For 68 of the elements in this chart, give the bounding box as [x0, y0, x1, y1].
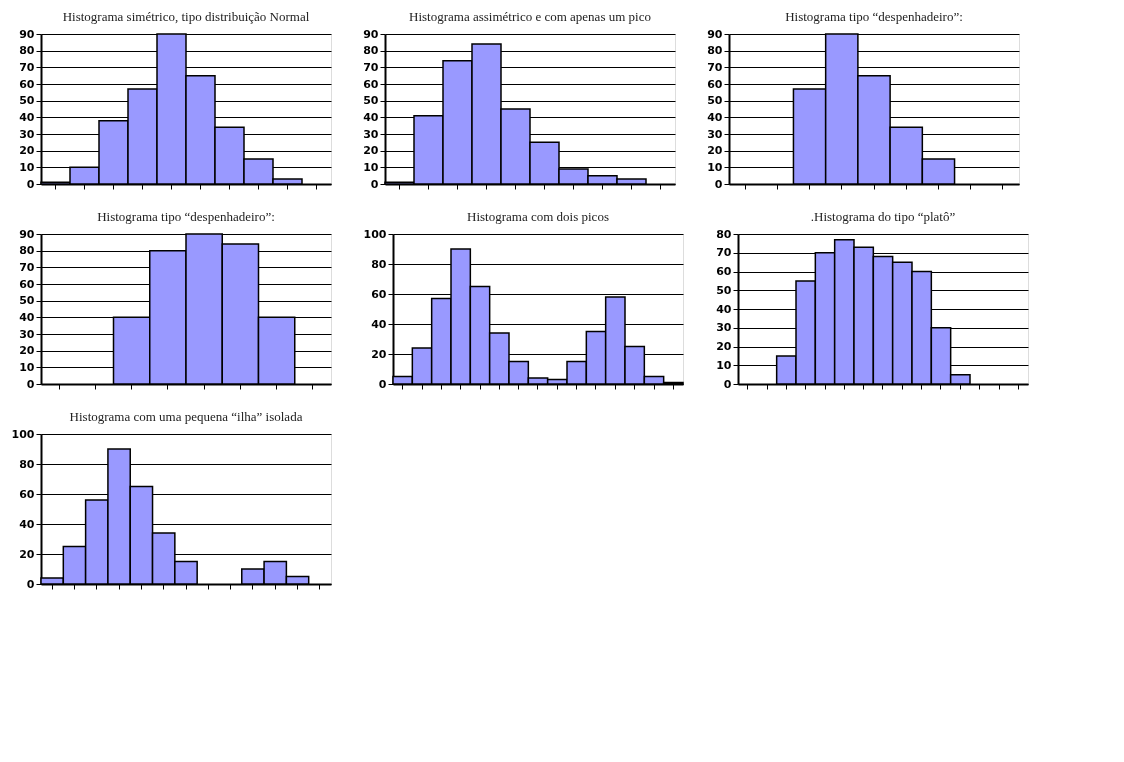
- chart-title: Histograma com dois picos: [467, 209, 609, 224]
- y-tick-label: 50: [707, 94, 723, 108]
- y-tick-label: 30: [19, 127, 35, 141]
- y-tick-label: 0: [26, 577, 35, 591]
- y-tick-label: 0: [26, 377, 35, 391]
- y-tick-label: 0: [723, 377, 732, 391]
- y-tick-label: 40: [19, 110, 35, 124]
- chart-title: .Histograma do tipo “platô”: [810, 209, 956, 224]
- y-tick-label: 40: [716, 302, 732, 316]
- y-tick-label: 40: [19, 517, 35, 531]
- y-tick-label: 50: [363, 94, 379, 108]
- y-tick-label: 30: [19, 327, 35, 341]
- y-tick-label: 50: [19, 94, 35, 108]
- y-tick-label: 30: [707, 127, 723, 141]
- y-tick-label: 60: [716, 265, 732, 278]
- y-tick-label: 20: [716, 340, 732, 353]
- y-tick-label: 70: [716, 246, 732, 260]
- y-tick-label: 20: [371, 347, 387, 361]
- y-tick-label: 40: [707, 110, 723, 124]
- y-tick-label: 60: [707, 77, 723, 91]
- y-tick-label: 40: [371, 317, 387, 331]
- y-tick-label: 80: [19, 44, 35, 58]
- y-tick-label: 70: [707, 60, 723, 74]
- y-tick-label: 0: [26, 177, 35, 191]
- y-tick-label: 80: [19, 457, 35, 471]
- y-tick-label: 60: [371, 287, 387, 301]
- y-tick-label: 50: [19, 294, 35, 308]
- y-tick-label: 40: [19, 310, 35, 324]
- y-tick-label: 0: [714, 177, 723, 191]
- y-tick-label: 80: [371, 257, 387, 271]
- y-tick-label: 90: [363, 27, 379, 41]
- y-tick-label: 10: [363, 160, 379, 174]
- y-tick-label: 80: [716, 227, 732, 241]
- y-tick-label: 100: [11, 427, 35, 441]
- y-tick-label: 10: [716, 358, 732, 372]
- y-tick-label: 80: [707, 44, 723, 58]
- chart-title: Histograma tipo “despenhadeiro”:: [97, 209, 275, 224]
- y-tick-label: 60: [19, 77, 35, 91]
- y-tick-label: 20: [19, 344, 35, 358]
- y-tick-label: 10: [707, 160, 723, 174]
- y-tick-label: 10: [19, 160, 35, 174]
- y-tick-label: 50: [716, 283, 732, 297]
- y-tick-label: 100: [363, 227, 387, 241]
- y-tick-label: 40: [363, 110, 379, 124]
- chart-title: Histograma tipo “despenhadeiro”:: [785, 9, 963, 24]
- y-tick-label: 0: [378, 377, 387, 391]
- y-tick-label: 60: [19, 277, 35, 291]
- y-tick-label: 90: [19, 27, 35, 41]
- y-tick-label: 80: [363, 44, 379, 58]
- y-tick-label: 30: [363, 127, 379, 141]
- chart-title: Histograma com uma pequena “ilha” isolada: [69, 409, 303, 424]
- y-tick-label: 10: [19, 360, 35, 374]
- y-tick-label: 60: [363, 77, 379, 91]
- y-tick-label: 70: [19, 60, 35, 74]
- chart-title: Histograma assimétrico e com apenas um pico: [409, 9, 651, 24]
- y-tick-label: 20: [707, 144, 723, 158]
- y-tick-label: 20: [19, 547, 35, 561]
- y-tick-label: 90: [19, 227, 35, 241]
- y-tick-label: 20: [363, 144, 379, 158]
- y-tick-label: 70: [19, 260, 35, 274]
- y-tick-label: 70: [363, 60, 379, 74]
- y-tick-label: 20: [19, 144, 35, 158]
- chart-title: Histograma simétrico, tipo distribuição Normal: [62, 9, 310, 24]
- y-tick-label: 80: [19, 244, 35, 258]
- y-tick-label: 90: [707, 27, 723, 41]
- y-tick-label: 30: [716, 321, 732, 335]
- y-tick-label: 0: [370, 177, 379, 191]
- y-tick-label: 60: [19, 487, 35, 501]
